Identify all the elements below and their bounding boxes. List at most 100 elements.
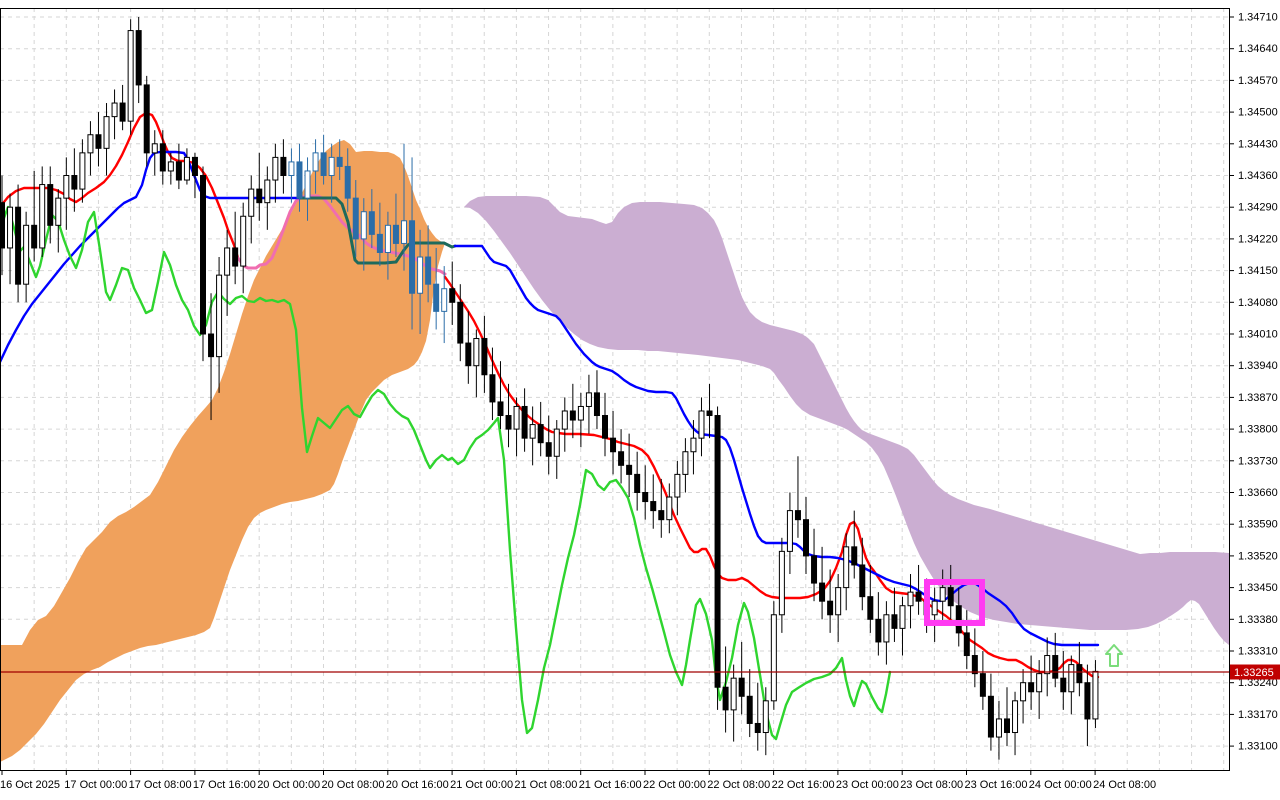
candle xyxy=(794,510,801,521)
x-axis-label: 23 Oct 00:00 xyxy=(836,779,899,791)
y-axis-label: 1.33800 xyxy=(1238,424,1278,436)
candle xyxy=(296,161,303,199)
candle xyxy=(328,156,335,177)
kumo-cloud-bearish-purple xyxy=(464,196,1229,645)
candle xyxy=(875,618,882,643)
candle xyxy=(1084,682,1091,720)
candle xyxy=(891,614,898,629)
candle xyxy=(0,202,5,249)
y-axis-label: 1.34640 xyxy=(1238,43,1278,55)
x-axis-label: 22 Oct 16:00 xyxy=(772,779,835,791)
candle xyxy=(87,134,94,154)
candle xyxy=(1036,673,1043,693)
y-axis-label: 1.34290 xyxy=(1238,202,1278,214)
candle xyxy=(481,338,488,376)
candle xyxy=(39,184,46,249)
candle xyxy=(585,392,592,407)
y-axis-label: 1.33310 xyxy=(1238,646,1278,658)
candle xyxy=(513,405,520,430)
candle xyxy=(175,161,182,181)
candle xyxy=(208,333,215,358)
candle xyxy=(384,224,391,253)
candle xyxy=(1004,718,1010,734)
candle xyxy=(15,206,22,285)
candle xyxy=(971,655,978,675)
candle xyxy=(738,677,745,697)
y-axis-label: 1.33730 xyxy=(1238,455,1278,467)
candle xyxy=(1076,664,1083,684)
candle xyxy=(859,564,866,598)
y-axis-label: 1.33100 xyxy=(1238,741,1278,753)
candle xyxy=(248,188,255,217)
candle xyxy=(658,510,665,521)
candle xyxy=(256,188,263,204)
x-axis-label: 17 Oct 00:00 xyxy=(64,779,127,791)
candle xyxy=(344,165,351,199)
y-axis-label: 1.33450 xyxy=(1238,582,1278,594)
candle xyxy=(561,410,568,430)
candle xyxy=(159,143,166,172)
candle xyxy=(433,283,440,312)
candle xyxy=(71,175,78,190)
x-axis-label: 22 Oct 08:00 xyxy=(707,779,770,791)
y-axis-label: 1.33380 xyxy=(1238,614,1278,626)
x-axis-label: 16 Oct 2025 xyxy=(0,779,60,791)
candle xyxy=(224,247,231,276)
y-axis-label: 1.34570 xyxy=(1238,75,1278,87)
candle xyxy=(1044,655,1051,675)
kijun-sen-blue xyxy=(0,150,302,364)
candle xyxy=(819,582,826,602)
highlight-rectangle-object[interactable] xyxy=(924,579,985,626)
candle xyxy=(47,184,54,226)
candle xyxy=(778,550,785,616)
candle xyxy=(706,410,713,417)
tenkan-sen-red xyxy=(0,111,240,260)
candle xyxy=(55,197,62,226)
candle xyxy=(1092,670,1099,720)
candle xyxy=(618,451,625,466)
price-tag xyxy=(1230,664,1280,680)
x-axis-label: 22 Oct 00:00 xyxy=(643,779,706,791)
candle xyxy=(1052,655,1059,679)
candle xyxy=(23,224,30,285)
x-axis-label: 21 Oct 08:00 xyxy=(514,779,577,791)
candle xyxy=(280,156,287,177)
candle xyxy=(1068,664,1075,693)
y-axis-label: 1.34430 xyxy=(1238,138,1278,150)
x-axis-label: 21 Oct 00:00 xyxy=(450,779,513,791)
y-axis-label: 1.34010 xyxy=(1238,329,1278,341)
candle xyxy=(907,591,914,607)
y-axis-label: 1.33660 xyxy=(1238,487,1278,499)
candle xyxy=(666,496,673,521)
candle xyxy=(473,338,480,367)
candle xyxy=(803,519,809,557)
candle xyxy=(31,224,38,249)
candle xyxy=(1012,700,1019,734)
kijun-sen-in-cloud-teal xyxy=(298,196,457,265)
candle xyxy=(545,442,552,457)
candle xyxy=(714,415,721,688)
y-axis-label: 1.33870 xyxy=(1238,392,1278,404)
candle xyxy=(336,156,343,167)
candle xyxy=(650,501,657,512)
candle xyxy=(417,256,424,294)
candle xyxy=(746,695,753,724)
candle xyxy=(119,102,126,122)
candle xyxy=(401,220,407,244)
candle xyxy=(1020,682,1027,702)
candle xyxy=(642,492,649,503)
y-axis-label: 1.33170 xyxy=(1238,709,1278,721)
x-axis-label: 23 Oct 16:00 xyxy=(965,779,1028,791)
candle xyxy=(569,410,576,421)
y-axis-label: 1.33240 xyxy=(1238,677,1278,689)
candle xyxy=(63,175,70,199)
candle xyxy=(489,374,496,403)
price-tag-label: 1.33265 xyxy=(1234,667,1274,679)
candle xyxy=(143,84,150,154)
candle xyxy=(320,152,327,177)
candle xyxy=(843,546,850,589)
arrow-up-icon[interactable] xyxy=(1105,644,1123,667)
